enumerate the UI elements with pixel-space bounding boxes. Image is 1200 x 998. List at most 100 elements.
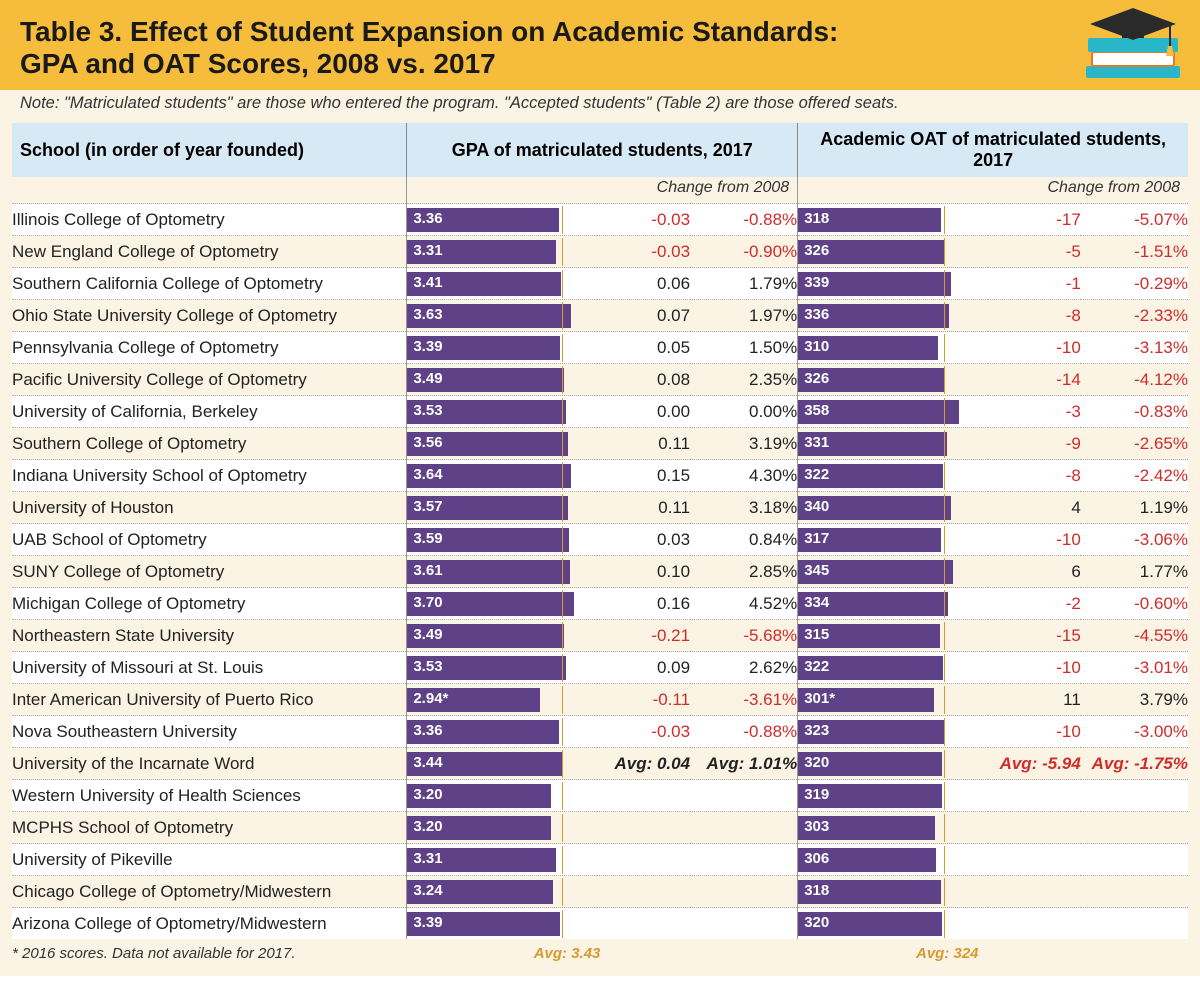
bar-wrap: 315	[798, 624, 988, 648]
gpa-change-label: Change from 2008	[597, 177, 798, 204]
avg-marker	[562, 558, 563, 586]
value-bar: 323	[798, 720, 943, 744]
avg-marker	[944, 366, 945, 394]
change-value: 0.10	[597, 556, 690, 588]
bar-label: 339	[804, 274, 829, 291]
school-name: UAB School of Optometry	[12, 524, 407, 556]
avg-gpa-chg: Avg: 0.04	[597, 748, 690, 780]
change-value: -3.06%	[1081, 524, 1188, 556]
avg-marker	[944, 398, 945, 426]
bar-wrap: 3.24	[407, 880, 597, 904]
change-value: 2.35%	[690, 364, 798, 396]
change-value: -10	[988, 716, 1081, 748]
avg-marker	[562, 238, 563, 266]
bar-wrap: 3.70	[407, 592, 597, 616]
bar-label: 3.20	[413, 818, 442, 835]
bar-wrap: 318	[798, 208, 988, 232]
school-name: Northeastern State University	[12, 620, 407, 652]
value-bar: 303	[798, 816, 934, 840]
change-value: -0.60%	[1081, 588, 1188, 620]
bar-wrap: 3.41	[407, 272, 597, 296]
bar-label: 331	[804, 434, 829, 451]
change-value: -2.33%	[1081, 300, 1188, 332]
value-bar: 3.70	[407, 592, 574, 616]
avg-marker	[944, 750, 945, 778]
bar-label: 3.24	[413, 882, 442, 899]
change-value: 1.77%	[1081, 556, 1188, 588]
bar-wrap: 331	[798, 432, 988, 456]
change-value: 0.11	[597, 492, 690, 524]
bar-label: 3.36	[413, 722, 442, 739]
school-name: New England College of Optometry	[12, 236, 407, 268]
change-value: -0.21	[597, 620, 690, 652]
avg-marker	[944, 238, 945, 266]
bar-wrap: 3.20	[407, 816, 597, 840]
change-value: -5	[988, 236, 1081, 268]
value-bar: 3.39	[407, 912, 560, 936]
school-name: University of California, Berkeley	[12, 396, 407, 428]
change-value: -0.90%	[690, 236, 798, 268]
value-bar: 339	[798, 272, 951, 296]
change-value: -14	[988, 364, 1081, 396]
bar-label: 3.57	[413, 498, 442, 515]
bar-wrap: 336	[798, 304, 988, 328]
bar-label: 3.70	[413, 594, 442, 611]
bar-wrap: 3.39	[407, 336, 597, 360]
oat-change-label: Change from 2008	[988, 177, 1188, 204]
change-value: 4.30%	[690, 460, 798, 492]
bar-wrap: 301*	[798, 688, 988, 712]
bar-label: 340	[804, 498, 829, 515]
table-row: University of the Incarnate Word 3.44 Av…	[12, 748, 1188, 780]
bar-label: 306	[804, 850, 829, 867]
bar-wrap: 320	[798, 912, 988, 936]
change-value: 0.08	[597, 364, 690, 396]
bar-label: 3.39	[413, 338, 442, 355]
avg-marker	[562, 750, 563, 778]
change-value: 0.05	[597, 332, 690, 364]
header-bar: Table 3. Effect of Student Expansion on …	[0, 0, 1200, 90]
value-bar: 306	[798, 848, 936, 872]
school-name: University of Houston	[12, 492, 407, 524]
change-value: 11	[988, 684, 1081, 716]
bar-wrap: 3.39	[407, 912, 597, 936]
avg-oat-chg: Avg: -5.94	[988, 748, 1081, 780]
value-bar: 3.57	[407, 496, 568, 520]
change-value: -15	[988, 620, 1081, 652]
change-value: 4.52%	[690, 588, 798, 620]
bar-wrap: 3.20	[407, 784, 597, 808]
avg-marker	[562, 782, 563, 810]
table-row: Indiana University School of Optometry 3…	[12, 460, 1188, 492]
data-table: School (in order of year founded) GPA of…	[12, 123, 1188, 939]
avg-marker	[562, 910, 563, 938]
avg-marker	[562, 654, 563, 682]
avg-marker	[562, 686, 563, 714]
bar-wrap: 306	[798, 848, 988, 872]
value-bar: 319	[798, 784, 942, 808]
value-bar: 3.59	[407, 528, 569, 552]
value-bar: 317	[798, 528, 941, 552]
change-value: 0.03	[597, 524, 690, 556]
change-value: -2	[988, 588, 1081, 620]
change-value: 1.50%	[690, 332, 798, 364]
header-row: School (in order of year founded) GPA of…	[12, 123, 1188, 177]
change-value: 0.00	[597, 396, 690, 428]
change-value: -1.51%	[1081, 236, 1188, 268]
school-name: Pennsylvania College of Optometry	[12, 332, 407, 364]
table-note: Note: "Matriculated students" are those …	[0, 90, 1200, 123]
change-value: -17	[988, 204, 1081, 236]
change-value: 6	[988, 556, 1081, 588]
bar-label: 3.31	[413, 242, 442, 259]
change-value: -2.65%	[1081, 428, 1188, 460]
bar-label: 3.63	[413, 306, 442, 323]
avg-marker	[562, 430, 563, 458]
change-value: -0.03	[597, 236, 690, 268]
bar-label: 3.39	[413, 914, 442, 931]
avg-marker	[944, 622, 945, 650]
avg-marker	[944, 910, 945, 938]
bar-label: 322	[804, 466, 829, 483]
school-name: MCPHS School of Optometry	[12, 812, 407, 844]
change-value: -0.03	[597, 204, 690, 236]
avg-marker	[562, 846, 563, 874]
table-row: University of Houston 3.57 0.113.18% 340…	[12, 492, 1188, 524]
bar-wrap: 318	[798, 880, 988, 904]
